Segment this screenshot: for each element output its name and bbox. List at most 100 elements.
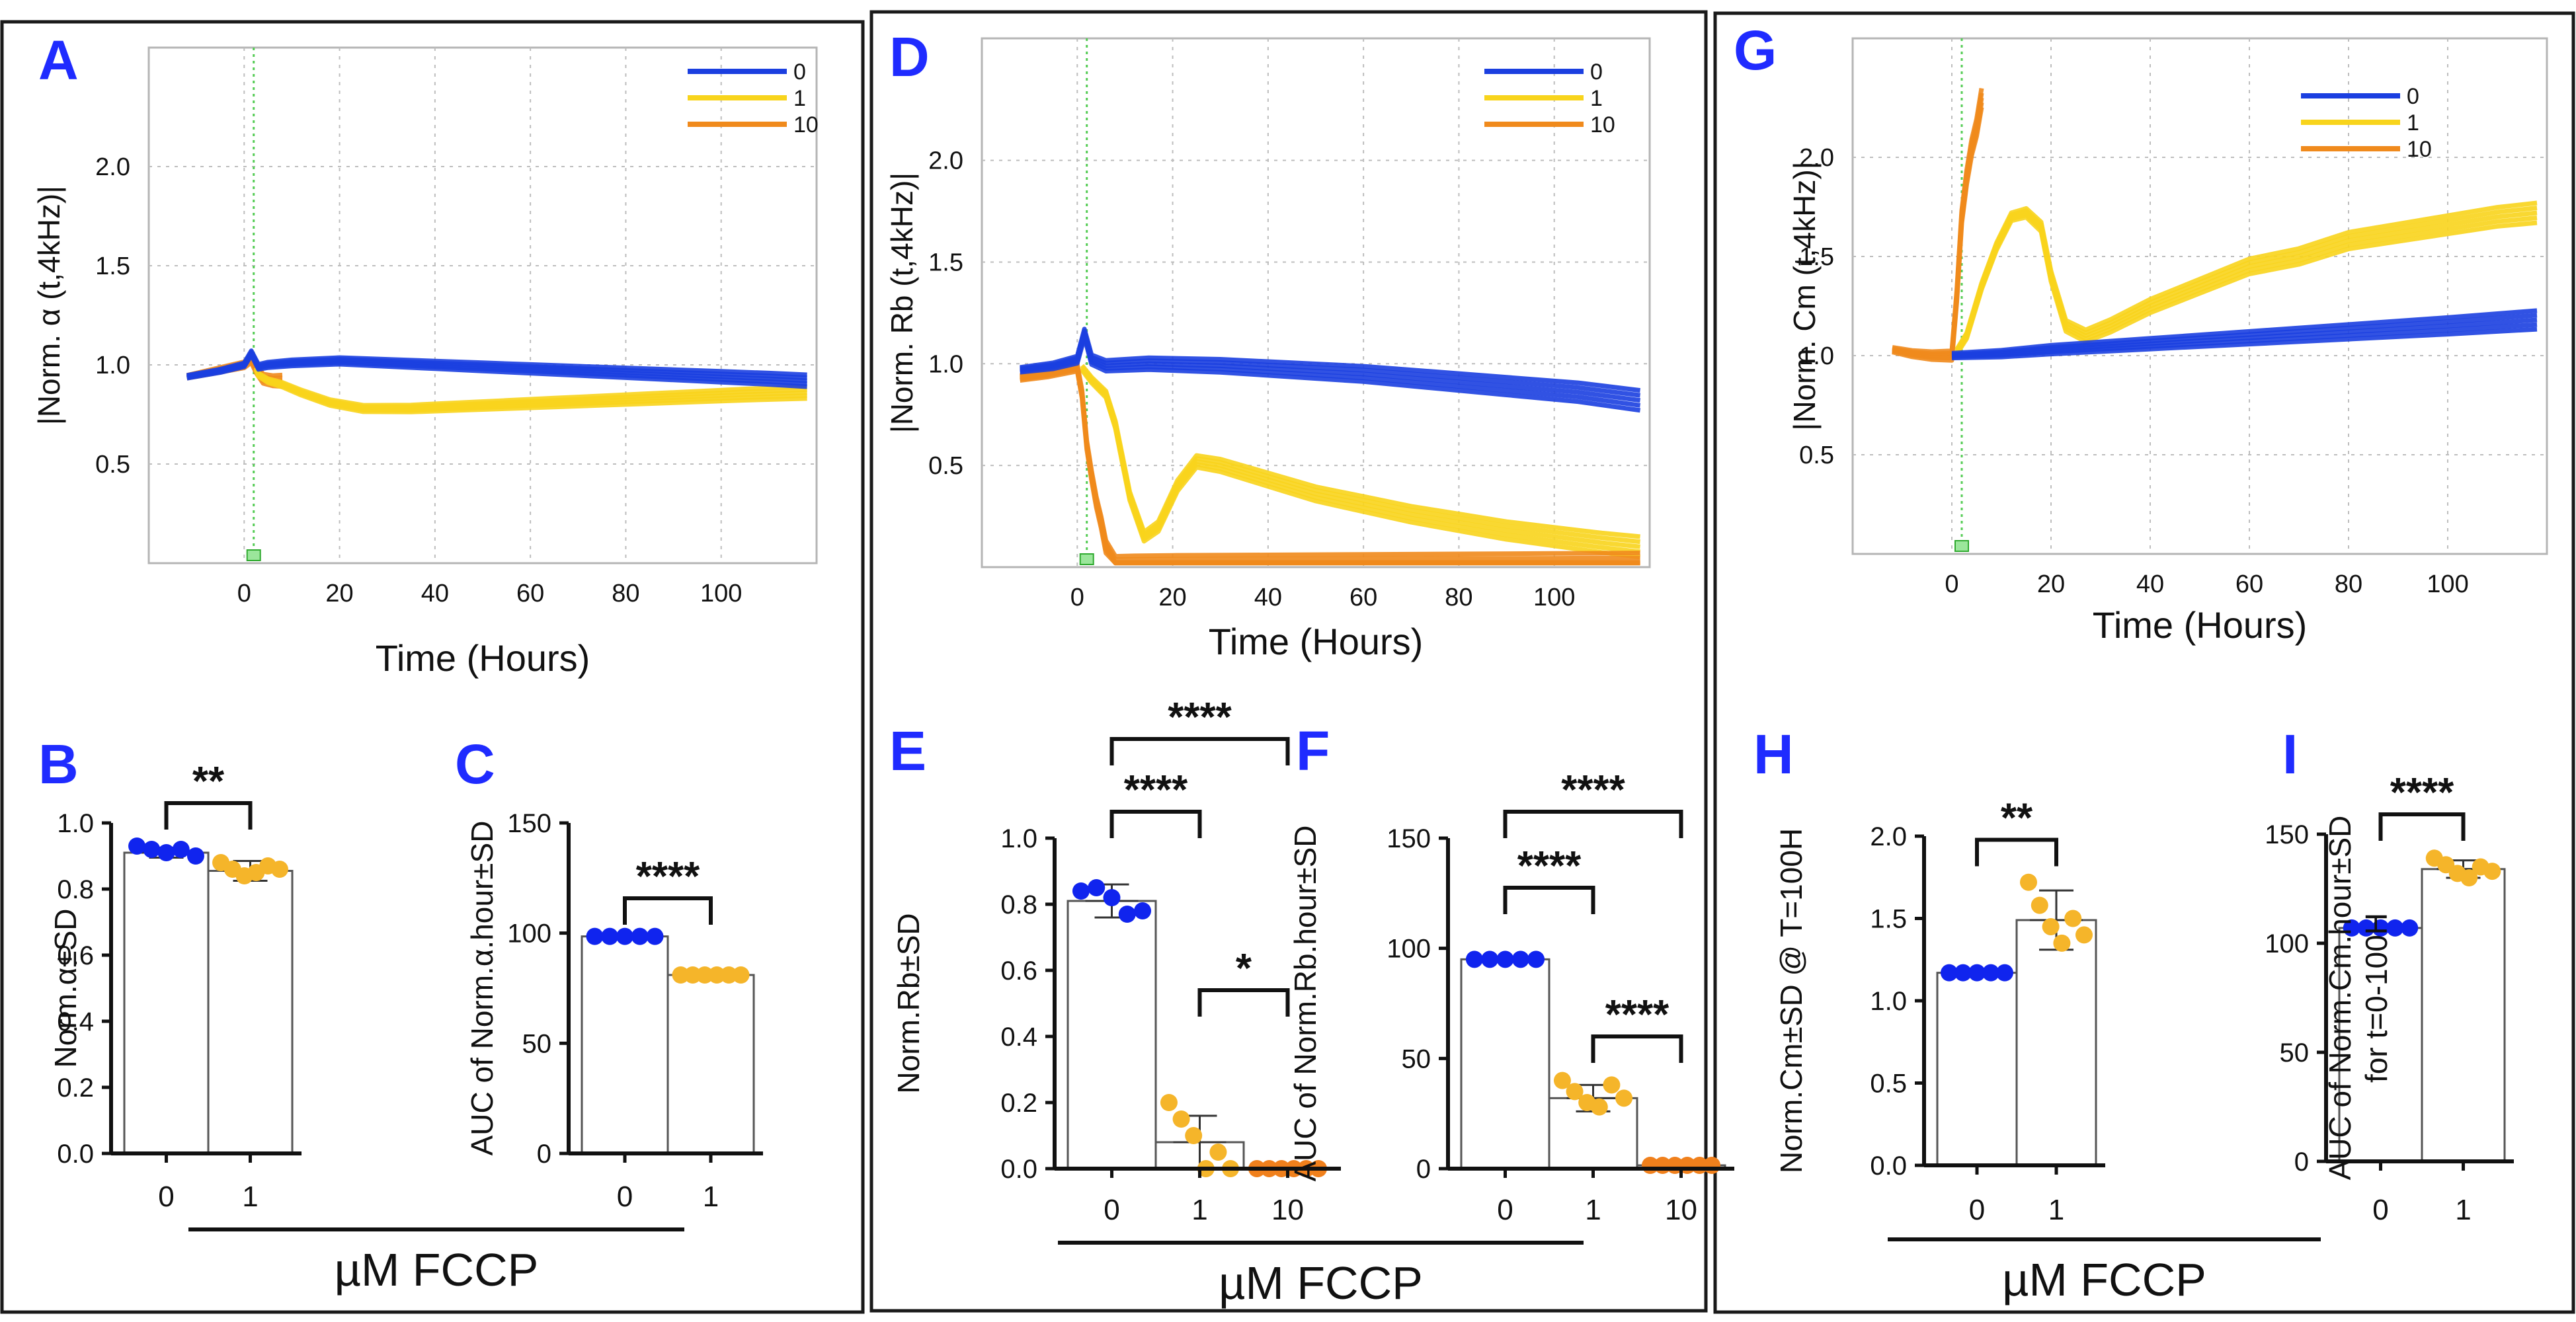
plot-area xyxy=(1851,37,2548,555)
data-point xyxy=(672,966,690,984)
significance-bracket xyxy=(1197,988,1290,1017)
x-axis-title: Time (Hours) xyxy=(2093,604,2308,646)
significance-label: **** xyxy=(1124,767,1188,813)
significance-label: **** xyxy=(1605,992,1670,1038)
y-axis-title: Norm.α±SD xyxy=(48,909,83,1068)
data-point xyxy=(1996,964,2013,982)
data-point xyxy=(1103,889,1121,906)
data-point xyxy=(2042,917,2060,935)
x-tick-label: 0 xyxy=(237,580,251,607)
x-tick-label: 40 xyxy=(2136,570,2164,598)
bar-0 xyxy=(581,935,669,1155)
y-tick-label: 100 xyxy=(1387,935,1431,964)
significance-label: **** xyxy=(636,854,700,900)
significance-label: ** xyxy=(2001,795,2033,841)
plot-area xyxy=(147,46,818,564)
y-tick-label: 100 xyxy=(507,919,551,949)
bar-0 xyxy=(123,851,210,1155)
x-tick-label: 1 xyxy=(1585,1194,1601,1226)
y-tick-label: 150 xyxy=(507,809,551,838)
data-point xyxy=(1134,902,1152,919)
data-point xyxy=(696,966,713,984)
y-tick-label: 0.6 xyxy=(1000,956,1037,986)
y-axis-title: AUC of Norm.α.hour±SD xyxy=(465,821,499,1156)
y-axis-title: Norm.Cm±SD @ T=100H xyxy=(1774,828,1808,1173)
legend-label-10: 10 xyxy=(1590,112,1615,137)
panel-frame-middle xyxy=(869,10,1708,1313)
significance-bracket xyxy=(623,896,713,925)
y-tick-label: 1.0 xyxy=(1799,342,1834,370)
data-point xyxy=(1511,951,1529,968)
legend-label-10: 10 xyxy=(2407,137,2432,162)
panel-letter: B xyxy=(38,733,79,795)
y-axis-title: |Norm. Cm (t,4kHz)| xyxy=(1787,161,1822,430)
significance-label: **** xyxy=(1561,767,1625,813)
significance-bracket xyxy=(1109,810,1202,838)
x-tick-label: 20 xyxy=(1158,584,1186,611)
data-point xyxy=(1160,1094,1178,1111)
x-axis-title: Time (Hours) xyxy=(1209,621,1424,662)
data-point xyxy=(2020,873,2037,891)
legend-label-1: 1 xyxy=(1590,86,1603,111)
series-line-1 xyxy=(254,366,807,408)
x-tick-label: 10 xyxy=(1271,1194,1304,1226)
data-point xyxy=(1941,964,1958,982)
data-point xyxy=(1566,1083,1584,1101)
data-point xyxy=(616,927,633,945)
x-tick-label: 0 xyxy=(617,1181,633,1213)
fccp-label: µM FCCP xyxy=(1219,1257,1423,1309)
x-tick-label: 60 xyxy=(1349,584,1377,611)
data-point xyxy=(1088,879,1106,896)
x-tick-label: 1 xyxy=(242,1181,258,1213)
y-tick-label: 0.5 xyxy=(928,452,963,480)
series-line-10 xyxy=(1892,88,1984,354)
y-tick-label: 0.8 xyxy=(1000,890,1037,919)
y-tick-label: 2.0 xyxy=(95,153,130,181)
y-tick-label: 0.5 xyxy=(1799,442,1834,469)
y-axis-title: |Norm. α (t,4kHz)| xyxy=(32,186,66,425)
panel-frame-right xyxy=(1713,11,2575,1314)
significance-label: **** xyxy=(1517,843,1582,889)
y-tick-label: 150 xyxy=(1387,824,1431,853)
data-point xyxy=(1072,882,1090,900)
x-tick-label: 0 xyxy=(2372,1194,2388,1226)
legend-label-10: 10 xyxy=(793,112,819,137)
data-point xyxy=(708,966,726,984)
data-point xyxy=(1185,1127,1203,1144)
y-tick-label: 2.0 xyxy=(928,147,963,175)
y-tick-label: 1.0 xyxy=(928,350,963,378)
data-point xyxy=(270,861,288,878)
data-point xyxy=(2401,919,2419,937)
y-tick-label: 100 xyxy=(2265,929,2309,958)
series-line-10 xyxy=(1020,362,1640,559)
data-point xyxy=(1496,951,1514,968)
significance-label: **** xyxy=(1168,695,1232,740)
x-tick-label: 20 xyxy=(2037,570,2065,598)
bar-0 xyxy=(1936,972,2018,1167)
y-tick-label: 1.0 xyxy=(95,352,130,379)
x-tick-label: 100 xyxy=(2427,570,2468,598)
data-point xyxy=(1465,951,1483,968)
x-tick-label: 80 xyxy=(1445,584,1472,611)
data-point xyxy=(1172,1110,1190,1128)
bar-1 xyxy=(207,870,294,1155)
y-tick-label: 0.0 xyxy=(1000,1155,1037,1184)
panel-letter: D xyxy=(889,26,930,88)
y-tick-label: 1.5 xyxy=(1870,905,1907,934)
y-tick-label: 0.4 xyxy=(57,1007,94,1036)
significance-bracket xyxy=(164,801,253,830)
y-tick-label: 1.0 xyxy=(57,809,94,838)
bar-0 xyxy=(1067,900,1157,1170)
y-tick-label: 0.2 xyxy=(1000,1089,1037,1118)
y-tick-label: 50 xyxy=(1402,1044,1431,1073)
x-tick-label: 0 xyxy=(158,1181,174,1213)
bar-0 xyxy=(1460,958,1550,1170)
y-tick-label: 1.5 xyxy=(928,249,963,276)
fccp-label: µM FCCP xyxy=(335,1244,539,1296)
data-point xyxy=(646,927,664,945)
data-point xyxy=(157,844,175,861)
x-tick-label: 60 xyxy=(516,580,544,607)
x-tick-label: 80 xyxy=(2335,570,2362,598)
data-point xyxy=(143,841,161,858)
